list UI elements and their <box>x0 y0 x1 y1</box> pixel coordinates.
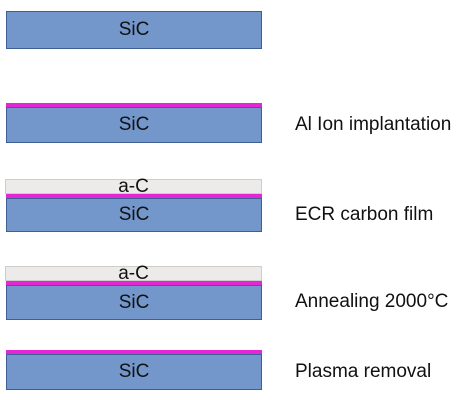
step-label-carbon-film: ECR carbon film <box>295 204 434 225</box>
sic-label: SiC <box>118 291 150 313</box>
sic-label: SiC <box>118 19 150 40</box>
sic-substrate-stage-1: SiC <box>6 11 262 49</box>
step-label-implantation: Al Ion implantation <box>295 114 452 135</box>
sic-label: SiC <box>118 204 150 225</box>
implanted-layer-stage-3 <box>6 194 262 198</box>
step-label-plasma-removal: Plasma removal <box>295 361 432 382</box>
implanted-layer-stage-5 <box>6 350 262 354</box>
step-label-annealing: Annealing 2000°C <box>295 291 449 312</box>
sic-substrate-stage-5: SiC <box>6 354 262 390</box>
carbon-film-stage-4: a-C <box>5 263 262 284</box>
carbon-film-label: a-C <box>118 263 149 284</box>
sic-label: SiC <box>118 361 150 382</box>
sic-substrate-stage-3: SiC <box>6 198 262 232</box>
implanted-layer-stage-2 <box>6 103 262 107</box>
sic-substrate-stage-4: SiC <box>6 285 262 320</box>
carbon-film-stage-3: a-C <box>5 176 262 197</box>
carbon-film-label: a-C <box>118 176 149 197</box>
sic-label: SiC <box>118 114 150 135</box>
sic-substrate-stage-2: SiC <box>6 107 262 143</box>
implanted-layer-stage-4 <box>6 281 262 285</box>
